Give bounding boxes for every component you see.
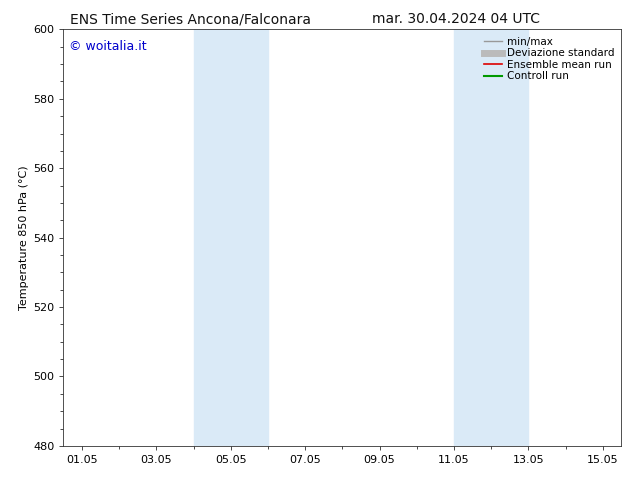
Text: mar. 30.04.2024 04 UTC: mar. 30.04.2024 04 UTC [373,12,540,26]
Bar [454,29,528,446]
Legend: min/max, Deviazione standard, Ensemble mean run, Controll run: min/max, Deviazione standard, Ensemble m… [482,35,616,83]
Text: © woitalia.it: © woitalia.it [69,40,146,53]
Y-axis label: Temperature 850 hPa (°C): Temperature 850 hPa (°C) [19,165,29,310]
Bar [193,29,268,446]
Text: ENS Time Series Ancona/Falconara: ENS Time Series Ancona/Falconara [70,12,311,26]
